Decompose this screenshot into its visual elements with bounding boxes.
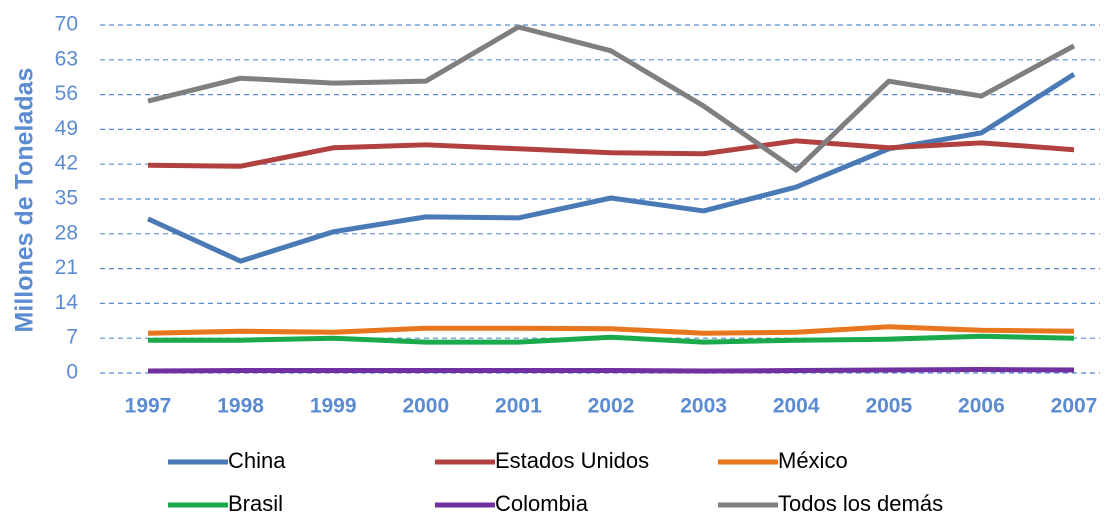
x-tick-label: 1999 [310,395,357,418]
legend-label: Brasil [228,491,283,515]
legend-label: China [228,448,286,473]
x-tick-label: 2007 [1051,395,1098,418]
y-tick-label: 28 [55,221,78,244]
legend-label: Estados Unidos [495,448,649,473]
y-tick-label: 42 [55,152,78,175]
y-tick-label: 14 [55,291,79,314]
x-tick-label: 2000 [402,395,449,418]
series-line [147,138,1075,169]
y-tick-label: 56 [55,82,78,105]
y-tick-label: 63 [55,47,78,70]
series-line [148,333,1075,345]
y-tick-label: 70 [55,13,78,36]
x-tick-label: 2002 [588,395,635,418]
x-tick-label: 2001 [495,395,542,418]
y-axis-label: Millones de Toneladas [11,68,39,333]
legend-label: México [778,448,848,473]
y-tick-label: 7 [66,326,78,349]
x-tick-label: 2003 [680,395,727,418]
series-line [146,72,1076,264]
x-tick-label: 2004 [773,395,820,418]
legend-label: Colombia [495,491,589,515]
legend-label: Todos los demás [778,491,943,515]
y-tick-label: 35 [55,187,78,210]
x-tick-label: 1997 [125,395,172,418]
series-line [147,324,1075,336]
series-line [147,24,1076,173]
series-line [147,367,1075,374]
x-tick-label: 2005 [865,395,912,418]
y-tick-label: 0 [66,361,78,384]
y-tick-label: 49 [55,117,78,140]
y-tick-label: 21 [55,256,78,279]
x-tick-label: 1998 [217,395,264,418]
x-tick-label: 2006 [958,395,1005,418]
